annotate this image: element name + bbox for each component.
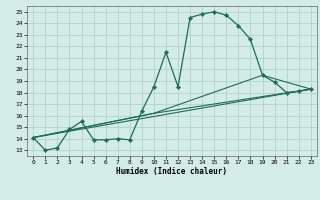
X-axis label: Humidex (Indice chaleur): Humidex (Indice chaleur) [116,167,228,176]
